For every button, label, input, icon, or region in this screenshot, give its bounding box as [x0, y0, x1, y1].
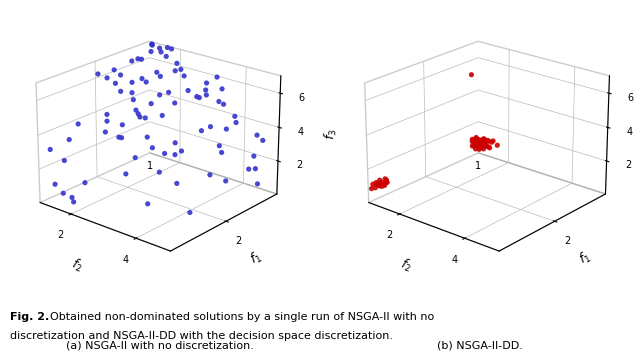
Y-axis label: $f_1$: $f_1$ [248, 249, 265, 268]
X-axis label: $f_2$: $f_2$ [397, 256, 413, 275]
Text: Obtained non-dominated solutions by a single run of NSGA-II with no: Obtained non-dominated solutions by a si… [43, 312, 434, 321]
X-axis label: $f_2$: $f_2$ [69, 256, 85, 275]
Text: (b) NSGA-II-DD.: (b) NSGA-II-DD. [437, 341, 523, 350]
Text: (a) NSGA-II with no discretization.: (a) NSGA-II with no discretization. [66, 341, 254, 350]
Y-axis label: $f_1$: $f_1$ [576, 249, 593, 268]
Text: discretization and NSGA-II-DD with the decision space discretization.: discretization and NSGA-II-DD with the d… [10, 331, 392, 341]
Text: Fig. 2.: Fig. 2. [10, 312, 49, 321]
